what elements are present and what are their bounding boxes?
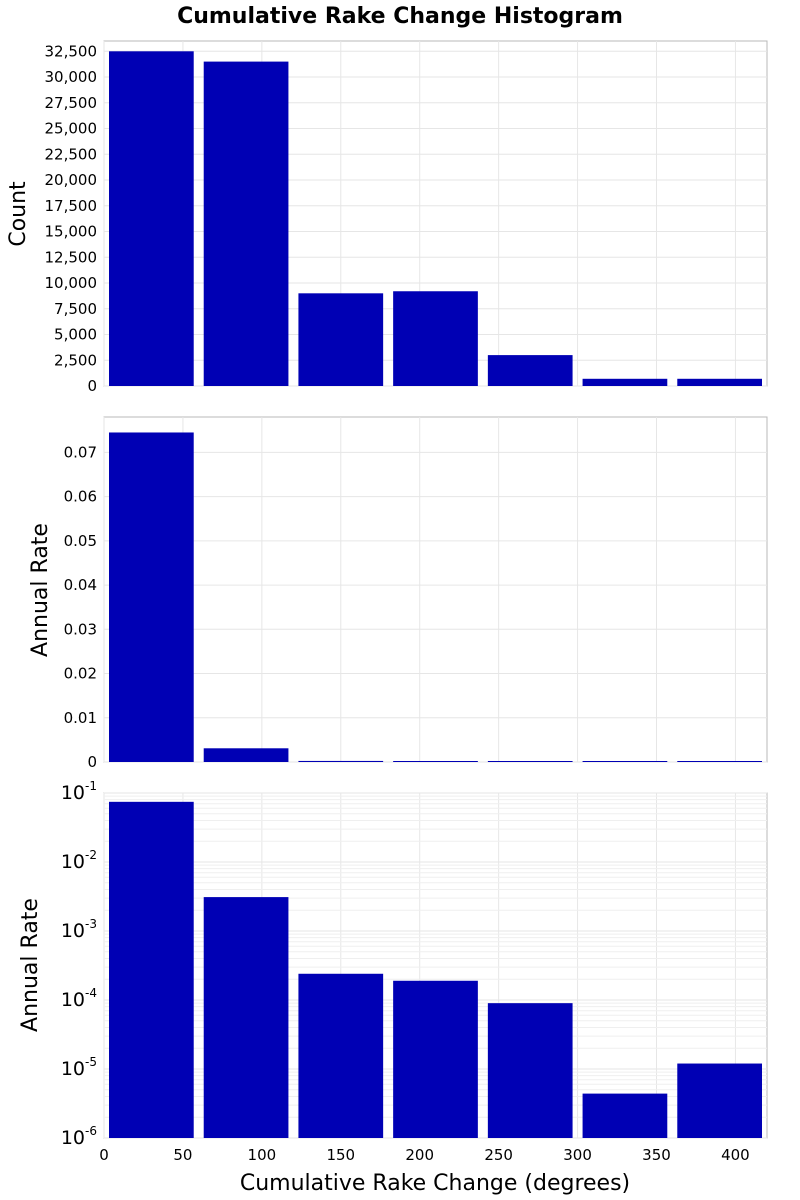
bar [582,378,668,386]
annual-rate-axis-label-log: Annual Rate [18,898,43,1032]
annual-rate-linear-panel: 0 0.01 0.02 0.03 0.04 0.05 0.06 0.07 [64,416,768,771]
x-tick-label: 300 [563,1146,592,1164]
x-tick-labels: 0 50 100 150 200 250 300 350 400 [99,1146,750,1164]
y-tick-label: 7,500 [54,300,97,318]
y-tick-labels: 0 0.01 0.02 0.03 0.04 0.05 0.06 0.07 [64,443,97,771]
y-tick-label: 20,000 [45,171,98,189]
annual-rate-log-panel: 10-6 10-5 10-4 10-3 10-2 10-1 0 50 100 150 200 250 3… [61,779,768,1164]
y-tick-labels: 10-6 10-5 10-4 10-3 10-2 10-1 [61,779,97,1149]
bar-series [109,432,762,762]
y-tick-label: 10,000 [45,274,98,292]
y-tick-label: 0.05 [64,532,97,550]
bar [393,980,478,1138]
bar [487,355,573,386]
bar [487,1003,573,1138]
bar [582,761,668,762]
x-tick-label: 100 [248,1146,277,1164]
y-tick-label: 17,500 [45,197,98,215]
annual-rate-axis-label-linear: Annual Rate [28,523,53,657]
y-tick-label: 5,000 [54,326,97,344]
y-tick-label: 12,500 [45,248,98,266]
y-tick-label: 0 [87,377,97,395]
x-tick-label: 350 [642,1146,671,1164]
y-tick-label: 10-6 [61,1124,97,1149]
bar [109,51,194,386]
bar-series [109,801,762,1138]
bar [203,897,289,1138]
chart-title: Cumulative Rake Change Histogram [177,4,623,29]
bar [393,761,478,762]
y-tick-label: 0.04 [64,576,97,594]
y-tick-label: 0.01 [64,709,97,727]
bar [677,761,762,762]
y-tick-label: 0.03 [64,620,97,638]
bar [393,291,478,386]
y-tick-label: 0.07 [64,443,97,461]
y-tick-labels: 0 2,500 5,000 7,500 10,000 12,500 15,000 17,500… [45,42,98,395]
x-tick-label: 0 [99,1146,109,1164]
y-tick-label: 0 [87,753,97,771]
x-tick-label: 400 [721,1146,750,1164]
y-tick-label: 10-1 [61,779,97,804]
x-tick-label: 50 [173,1146,192,1164]
y-tick-label: 32,500 [45,42,98,60]
bar [298,293,384,386]
y-tick-label: 10-3 [61,917,97,942]
bar [203,748,289,762]
bar [677,1063,762,1138]
y-tick-label: 0.06 [64,488,97,506]
bar [109,432,194,762]
bar [298,760,384,762]
y-tick-label: 22,500 [45,145,98,163]
y-tick-label: 10-4 [61,986,97,1011]
y-tick-label: 30,000 [45,68,98,86]
bar [109,801,194,1138]
bar [298,973,384,1138]
y-tick-label: 0.02 [64,665,97,683]
y-tick-label: 27,500 [45,94,98,112]
bar [582,1093,668,1138]
x-tick-label: 200 [405,1146,434,1164]
y-tick-label: 15,000 [45,223,98,241]
x-axis-label: Cumulative Rake Change (degrees) [240,1171,630,1196]
plot-area [103,416,768,763]
y-tick-label: 10-2 [61,848,97,873]
x-tick-label: 150 [326,1146,355,1164]
bar-series [109,51,762,386]
bar [487,761,573,762]
bar [677,378,762,386]
y-tick-label: 10-5 [61,1055,97,1080]
y-tick-label: 2,500 [54,351,97,369]
x-tick-label: 250 [484,1146,513,1164]
count-panel: 0 2,500 5,000 7,500 10,000 12,500 15,000 17,500… [45,40,768,395]
y-tick-label: 25,000 [45,120,98,138]
bar [203,61,289,386]
count-axis-label: Count [6,181,31,247]
